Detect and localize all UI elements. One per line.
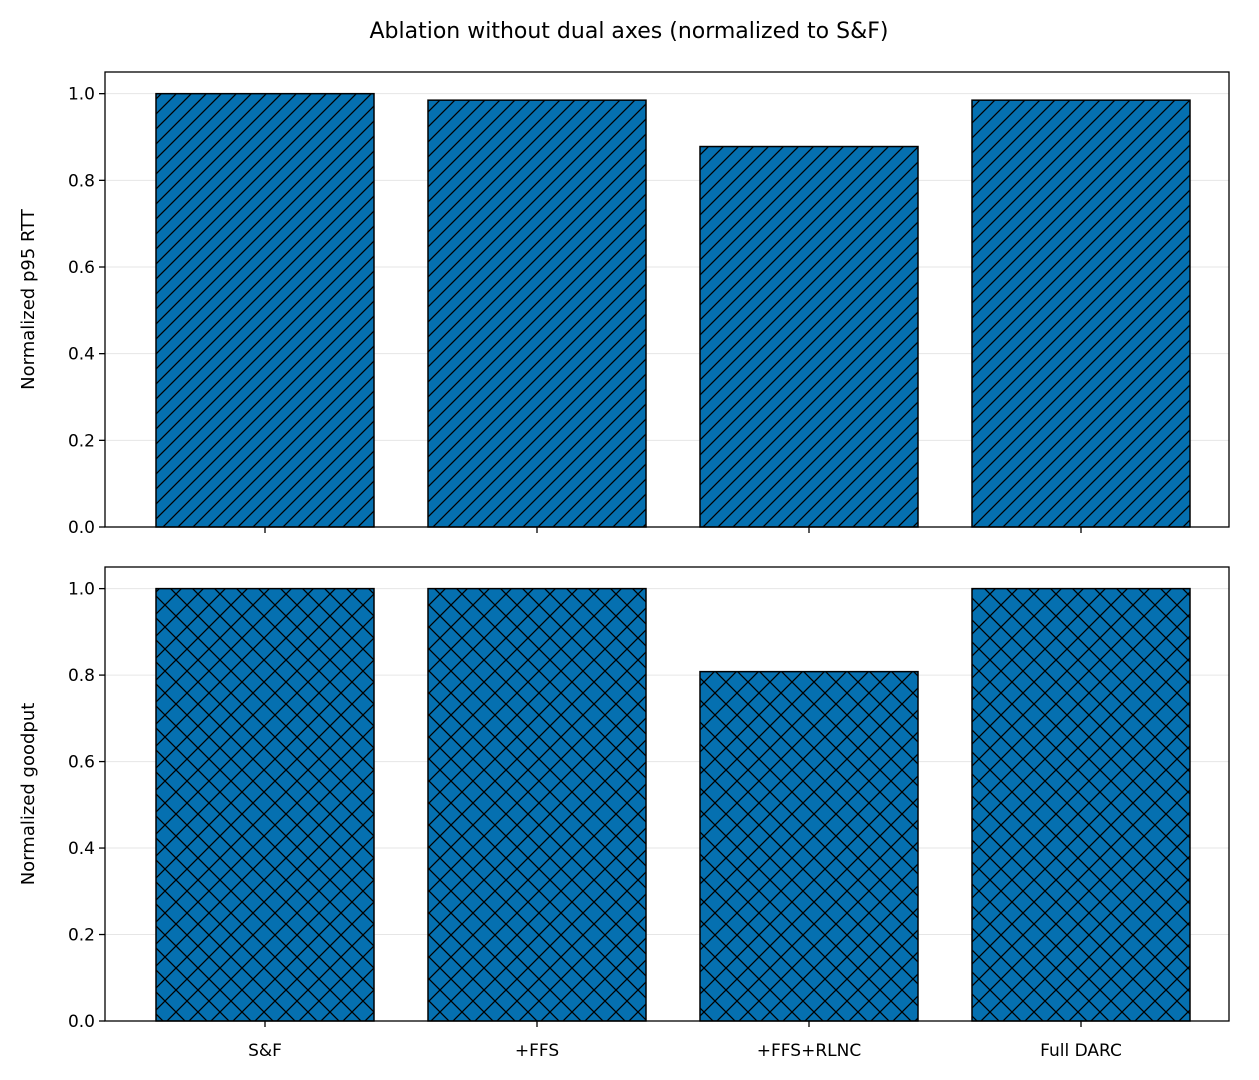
panel-rtt: 0.0 0.2 0.4 0.6 0.8 1.0 Normalized p95 RTT (18, 71, 1230, 538)
goodput-y-tick-label-4: 0.8 (68, 666, 95, 686)
rtt-y-axis-label: Normalized p95 RTT (18, 208, 39, 390)
rtt-axes-frame (104, 71, 1230, 528)
rtt-bar-0 (155, 92, 375, 528)
panel-goodput: 0.0 0.2 0.4 0.6 0.8 1.0 S&F +FFS +FFS+RLNC Full … (18, 566, 1230, 1061)
goodput-y-tick-label-5: 1.0 (68, 580, 95, 600)
goodput-y-ticks: 0.0 0.2 0.4 0.6 0.8 1.0 (68, 580, 105, 1032)
goodput-y-axis-label: Normalized goodput (18, 703, 39, 886)
goodput-x-tick-label-3: Full DARC (1040, 1041, 1122, 1061)
rtt-y-tick-label-1: 0.2 (68, 431, 95, 451)
rtt-y-tick-label-2: 0.4 (68, 345, 95, 365)
rtt-y-tick-label-4: 0.8 (68, 171, 95, 191)
goodput-bar-1 (427, 587, 647, 1022)
rtt-bars (155, 92, 1191, 528)
rtt-bar-1 (427, 99, 647, 528)
rtt-y-tick-label-3: 0.6 (68, 258, 95, 278)
goodput-y-tick-label-3: 0.6 (68, 753, 95, 773)
goodput-bar-3 (971, 587, 1191, 1022)
rtt-y-tick-label-5: 1.0 (68, 85, 95, 105)
goodput-x-tick-label-1: +FFS (515, 1041, 559, 1061)
chart-title: Ablation without dual axes (normalized t… (369, 19, 888, 44)
goodput-y-tick-label-2: 0.4 (68, 839, 95, 859)
goodput-x-tick-label-0: S&F (248, 1041, 282, 1061)
goodput-bar-2 (699, 670, 919, 1022)
goodput-y-tick-label-1: 0.2 (68, 926, 95, 946)
rtt-x-ticks (264, 527, 1082, 533)
goodput-bars (155, 587, 1191, 1022)
rtt-y-ticks: 0.0 0.2 0.4 0.6 0.8 1.0 (68, 85, 105, 538)
goodput-x-ticks: S&F +FFS +FFS+RLNC Full DARC (248, 1021, 1122, 1061)
rtt-bar-2 (699, 145, 919, 528)
goodput-x-tick-label-2: +FFS+RLNC (757, 1041, 861, 1061)
rtt-y-tick-label-0: 0.0 (68, 518, 95, 538)
goodput-bar-0 (155, 587, 375, 1022)
goodput-axes-frame (104, 566, 1230, 1022)
rtt-bar-3 (971, 99, 1191, 528)
goodput-y-tick-label-0: 0.0 (68, 1012, 95, 1032)
